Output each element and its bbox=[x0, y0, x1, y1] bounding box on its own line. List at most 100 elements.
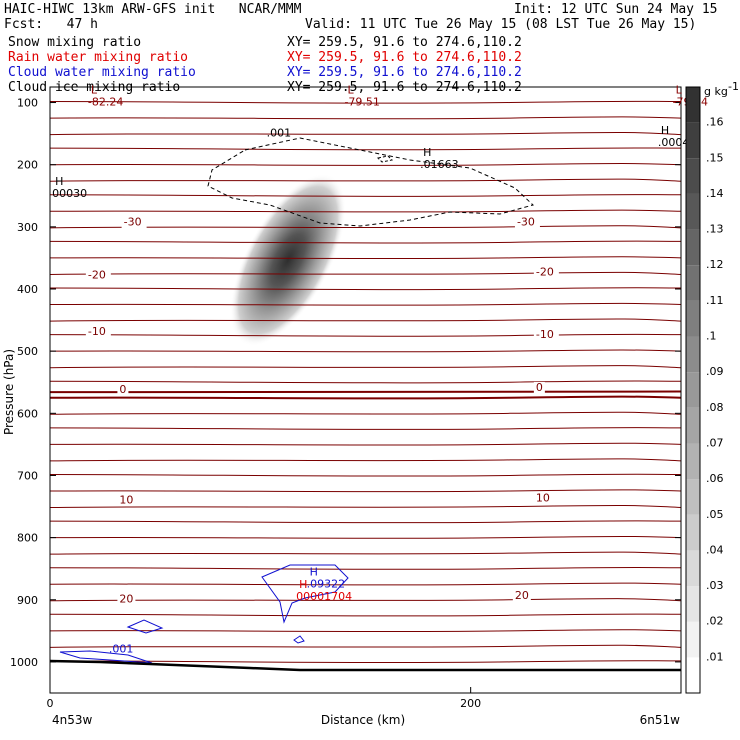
isotherm-label-bg bbox=[533, 381, 545, 394]
extremum-marker: H bbox=[299, 578, 307, 591]
extremum-marker: L bbox=[676, 84, 683, 97]
isotherm-label: 20 bbox=[515, 589, 529, 602]
zero-isotherm bbox=[50, 390, 681, 394]
isotherm-line bbox=[50, 629, 681, 633]
valid-time: Valid: 11 UTC Tue 26 May 15 (08 LST Tue … bbox=[305, 17, 697, 32]
isotherm-line bbox=[50, 644, 681, 648]
colorbar-swatch bbox=[686, 372, 700, 408]
contour-value-label: .001 bbox=[109, 643, 134, 656]
isotherm-label-bg bbox=[117, 383, 129, 396]
isotherm-label-bg bbox=[121, 216, 147, 229]
isotherm-line bbox=[50, 100, 681, 104]
y-tick-label: 1000 bbox=[10, 656, 38, 669]
colorbar-swatch bbox=[686, 229, 700, 266]
colorbar-swatch bbox=[686, 122, 700, 159]
isotherm-line bbox=[50, 473, 681, 477]
isotherm-line bbox=[50, 178, 681, 182]
field-cloudwater-name: Cloud water mixing ratio bbox=[8, 65, 196, 80]
isotherm-line bbox=[50, 582, 681, 586]
isotherm-label: -30 bbox=[124, 216, 142, 229]
colorbar-label: .14 bbox=[706, 187, 724, 200]
colorbar-swatch bbox=[686, 514, 700, 551]
isotherm-line bbox=[50, 116, 681, 120]
extremum-marker: L bbox=[347, 84, 354, 97]
colorbar-swatch bbox=[686, 193, 700, 230]
isotherm-line bbox=[50, 380, 681, 384]
isotherm-line bbox=[50, 551, 681, 555]
extremum-value: .09322 bbox=[307, 577, 346, 590]
colorbar-label: .15 bbox=[706, 151, 724, 164]
extremum-value: 00030 bbox=[52, 187, 87, 200]
colorbar-label: .12 bbox=[706, 258, 724, 271]
isotherm-label: -10 bbox=[536, 328, 554, 341]
extremum-marker: H bbox=[423, 146, 431, 159]
isotherm-label: -30 bbox=[517, 216, 535, 229]
isotherm-line bbox=[50, 442, 681, 446]
isotherm-label: 0 bbox=[119, 383, 126, 396]
colorbar-swatch bbox=[686, 443, 700, 480]
isotherm-label-bg bbox=[117, 593, 136, 606]
isotherm-line bbox=[50, 411, 681, 415]
x-tick-label: 0 bbox=[47, 697, 54, 710]
contour-value-label: .001 bbox=[267, 127, 292, 140]
colorbar-label: .02 bbox=[706, 615, 724, 628]
isotherm-line bbox=[50, 287, 681, 291]
colorbar-frame bbox=[685, 86, 701, 694]
y-tick-label: 200 bbox=[17, 159, 38, 172]
isotherm-label: 10 bbox=[119, 493, 133, 506]
isotherm-line bbox=[50, 194, 681, 197]
extremum-value: .01663 bbox=[420, 158, 459, 171]
isotherm-line bbox=[50, 302, 681, 306]
temperature-contours bbox=[50, 100, 681, 664]
colorbar-label: .1 bbox=[706, 330, 717, 343]
isotherm-label: -10 bbox=[88, 325, 106, 338]
colorbar-label: .07 bbox=[706, 436, 724, 449]
isotherm-label: 10 bbox=[536, 492, 550, 505]
colorbar-unit-exponent: -1 bbox=[728, 80, 739, 93]
y-tick-label: 400 bbox=[17, 283, 38, 296]
extremum-marker: H bbox=[55, 175, 63, 188]
colorbar-swatch bbox=[686, 336, 700, 373]
isotherm-line bbox=[50, 349, 681, 353]
isotherm-line bbox=[50, 489, 681, 493]
isotherm-label-bg bbox=[533, 266, 559, 279]
colorbar-swatch bbox=[686, 479, 700, 515]
colorbar-swatch bbox=[686, 87, 700, 123]
isotherm-line bbox=[50, 163, 681, 166]
y-tick-label: 600 bbox=[17, 407, 38, 420]
field-rain-xy: XY= 259.5, 91.6 to 274.6,110.2 bbox=[287, 50, 522, 65]
extremum-value: -79.51 bbox=[344, 96, 379, 109]
isotherm-line bbox=[50, 271, 681, 275]
y-axis-title: Pressure (hPa) bbox=[2, 349, 16, 435]
isotherm-line bbox=[50, 132, 681, 136]
extremum-value: -82.24 bbox=[88, 96, 123, 109]
colorbar-swatch bbox=[686, 586, 700, 622]
isotherm-line bbox=[50, 598, 681, 602]
y-tick-label: 300 bbox=[17, 221, 38, 234]
y-tick-label: 800 bbox=[17, 532, 38, 545]
cloud-ice-contour bbox=[207, 137, 534, 227]
colorbar-label: .06 bbox=[706, 472, 724, 485]
isotherm-line bbox=[50, 240, 681, 244]
colorbar-label: .01 bbox=[706, 650, 724, 663]
colorbar-label: .13 bbox=[706, 223, 724, 236]
isotherm-label-bg bbox=[533, 492, 552, 505]
isotherm-line bbox=[50, 209, 681, 213]
field-cloudwater-xy: XY= 259.5, 91.6 to 274.6,110.2 bbox=[287, 65, 522, 80]
isotherm-line bbox=[50, 395, 681, 400]
isotherm-label: -20 bbox=[88, 268, 106, 281]
isotherm-label-bg bbox=[533, 329, 559, 342]
field-snow-name: Snow mixing ratio bbox=[8, 35, 142, 50]
cloud-ice-contour-small bbox=[376, 155, 394, 163]
isotherm-line bbox=[50, 318, 681, 322]
isotherm-line bbox=[50, 458, 681, 462]
isotherm-label: -20 bbox=[536, 265, 554, 278]
extremum-marker: H bbox=[661, 124, 669, 137]
terrain-line bbox=[50, 659, 681, 672]
init-time: Init: 12 UTC Sun 24 May 15 bbox=[514, 2, 718, 17]
model-title: HAIC-HIWC 13km ARW-GFS init NCAR/MMM bbox=[4, 2, 302, 17]
isotherm-line bbox=[50, 365, 681, 369]
